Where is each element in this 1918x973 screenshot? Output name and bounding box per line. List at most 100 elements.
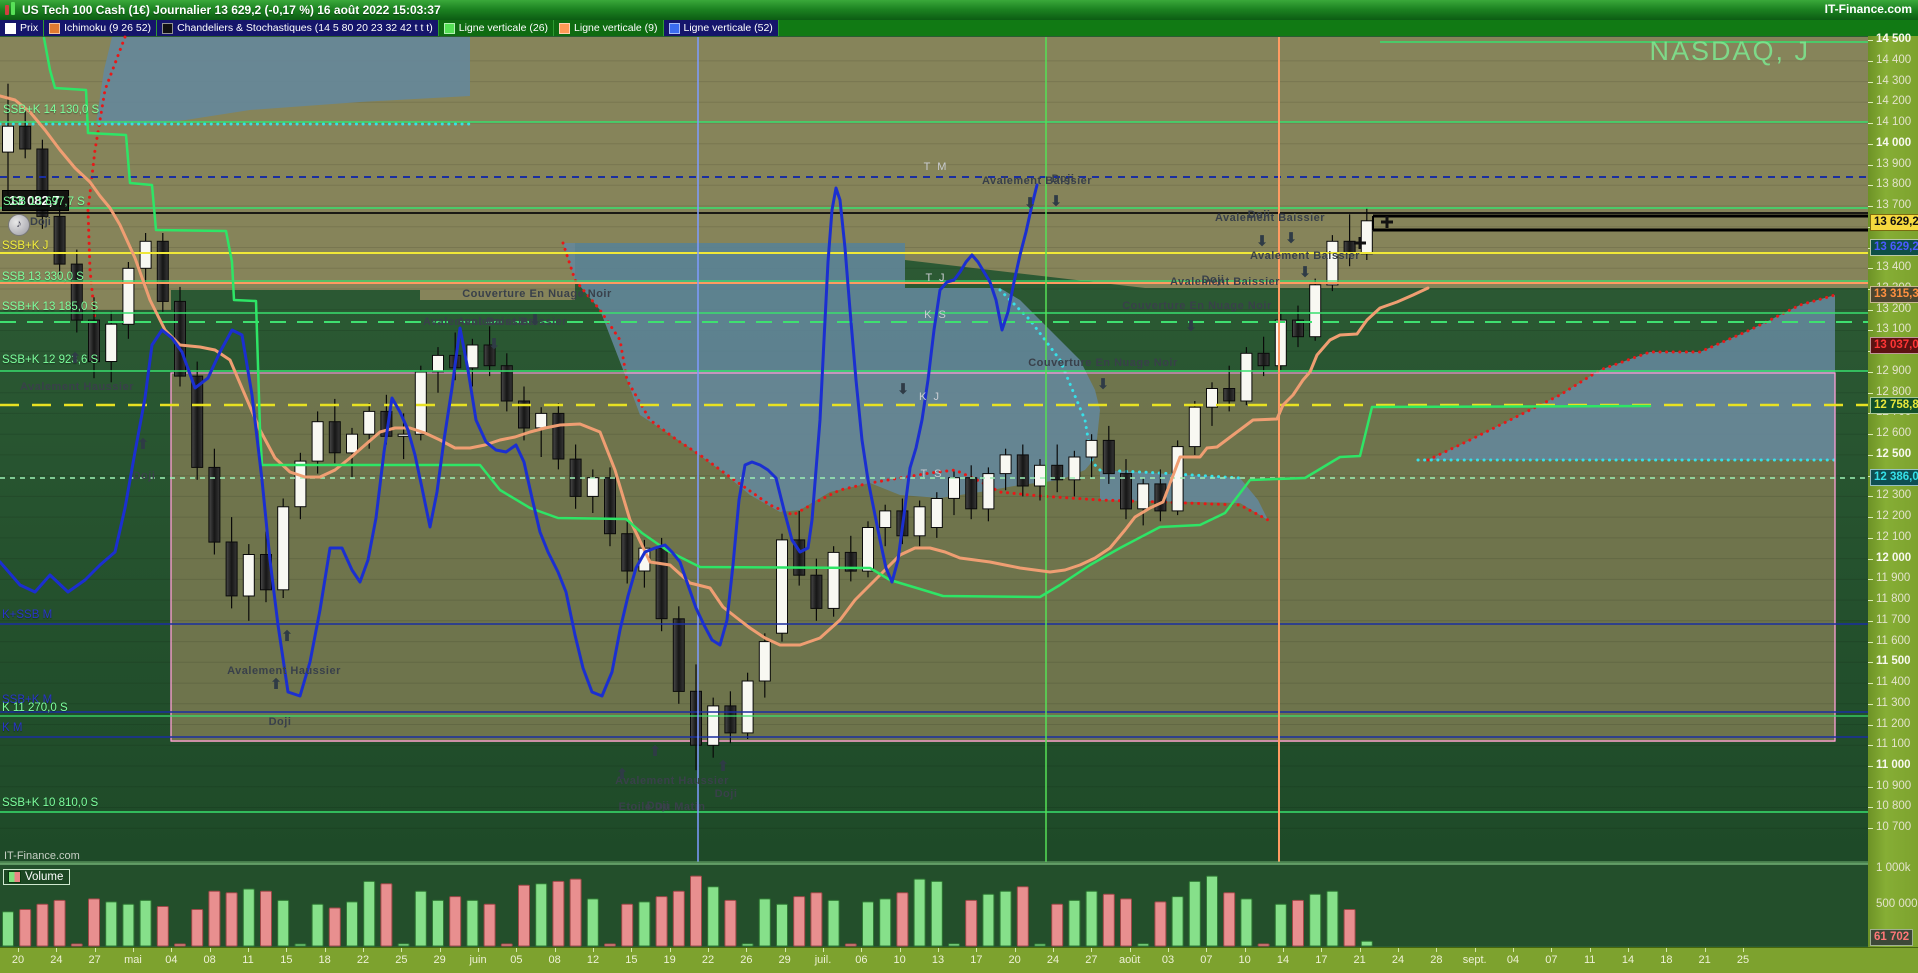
date-tick-label: 27: [88, 954, 101, 966]
pattern-annotation: Doji: [1201, 274, 1225, 286]
date-tick-label: 08: [548, 954, 561, 966]
date-tick: [593, 948, 594, 952]
date-tick: [18, 948, 19, 952]
date-tick: [708, 948, 709, 952]
toolbar-button-label: Ichimoku (9 26 52): [64, 22, 152, 34]
price-tick: [1868, 537, 1873, 539]
price-axis[interactable]: 14 500 14 400 14 300 14 200 14 100 14 000 13 9…: [1868, 33, 1918, 947]
window-title: US Tech 100 Cash (1€) Journalier 13 629,…: [22, 3, 441, 17]
pattern-annotation: Avalement Baissier: [1249, 250, 1361, 262]
toolbar-button-label: Prix: [20, 22, 39, 34]
date-tick: [324, 948, 326, 952]
price-tick-label: 11 800: [1876, 593, 1911, 606]
date-tick-label: 17: [970, 954, 983, 966]
date-tick-label: 24: [1391, 954, 1405, 966]
price-tick: [1868, 434, 1873, 436]
alert-bell-icon[interactable]: ♪: [8, 214, 30, 236]
date-tick: [363, 948, 364, 952]
pattern-annotation: Avalement Haussier: [615, 775, 729, 787]
volume-bars-icon: [8, 871, 21, 883]
up-arrow-icon: ⬆: [280, 627, 294, 645]
price-tick: [1868, 371, 1873, 373]
vline-orange-icon: [559, 22, 571, 34]
down-arrow-icon: ⬇: [1049, 192, 1063, 210]
date-tick-label: 26: [740, 954, 753, 966]
price-tick: [1868, 683, 1873, 685]
level-label: SSB 13 697,7 S: [3, 196, 85, 208]
date-tick: [1628, 948, 1629, 952]
pattern-annotation: Avalement Baissier: [1169, 276, 1281, 288]
date-tick-label: 11: [242, 954, 254, 966]
pattern-annotation: Couverture En Nuage Noir: [1122, 300, 1272, 312]
down-arrow-icon: ⬇: [1255, 232, 1269, 250]
pattern-annotation: T M: [923, 161, 949, 173]
down-arrow-icon: ⬇: [1184, 317, 1198, 335]
date-tick-label: 18: [1660, 954, 1673, 966]
pattern-annotation: T J: [925, 272, 947, 284]
toolbar-button-ichimoku[interactable]: Ichimoku (9 26 52): [44, 20, 158, 36]
chart-canvas[interactable]: NASDAQ, J IT-Finance.com 13 082,7 ♪ Doji…: [0, 0, 1868, 947]
date-tick: [1283, 948, 1284, 952]
up-arrow-icon: ⬆: [716, 757, 730, 775]
date-tick: [1436, 948, 1438, 952]
price-tick: [1868, 807, 1873, 809]
pattern-annotation: Avalement Haussier: [20, 381, 134, 393]
title-bar: US Tech 100 Cash (1€) Journalier 13 629,…: [0, 0, 1918, 20]
date-tick-label: 06: [855, 954, 868, 966]
date-tick-label: 20: [1008, 954, 1021, 966]
date-tick-label: 18: [318, 954, 331, 966]
price-tick: [1868, 143, 1873, 145]
price-tick: [1868, 786, 1873, 788]
price-tick: [1868, 392, 1873, 394]
red-candle-icon: [5, 5, 9, 15]
date-tick: [823, 948, 824, 952]
toolbar-button-vline-green[interactable]: Ligne verticale (26): [438, 20, 555, 36]
level-label: SSB+K 12 923,6 S: [2, 354, 99, 366]
toolbar-button-price[interactable]: Prix: [0, 20, 45, 36]
date-tick-label: 24: [50, 954, 63, 966]
down-arrow-icon: ⬇: [1284, 229, 1298, 247]
date-tick-label: 17: [1315, 954, 1328, 966]
up-arrow-icon: ⬆: [615, 765, 629, 783]
price-tick: [1868, 81, 1873, 83]
price-value-box: 12 386,0: [1870, 469, 1918, 486]
date-tick-label: 03: [1161, 954, 1175, 966]
price-tick: [1868, 40, 1873, 42]
down-arrow-icon: ⬇: [896, 380, 910, 398]
price-tick-label: 10 900: [1876, 779, 1912, 792]
date-tick: [478, 948, 479, 952]
volume-legend-button[interactable]: Volume: [3, 869, 71, 885]
toolbar-button-vline-blue[interactable]: Ligne verticale (52): [663, 20, 779, 36]
price-tick: [1868, 268, 1873, 270]
date-tick: [171, 948, 173, 952]
date-axis[interactable]: 20 24 27 mai 04 08 11 15 18 22 25 29 juin 05 08 12 15 19 2…: [0, 947, 1918, 973]
down-arrow-icon: ⬇: [487, 335, 501, 353]
toolbar-button-vline-orange[interactable]: Ligne verticale (9): [554, 20, 664, 36]
price-tick: [1868, 517, 1873, 519]
price-tick-label: 12 000: [1876, 551, 1912, 564]
date-tick: [1359, 948, 1361, 952]
date-tick-label: 11: [1583, 954, 1596, 966]
down-arrow-icon: ⬇: [1096, 375, 1110, 393]
date-tick-label: 25: [1736, 954, 1750, 966]
date-tick-label: 27: [1085, 954, 1098, 966]
price-tick-label: 14 000: [1876, 136, 1912, 149]
date-tick-label: 12: [586, 954, 600, 966]
toolbar-button-candles-stoch[interactable]: Chandeliers & Stochastiques (14 5 80 20 …: [157, 20, 439, 36]
date-tick-label: 22: [701, 954, 715, 966]
price-tick-label: 11 200: [1876, 717, 1911, 730]
date-tick: [861, 948, 863, 952]
price-tick: [1868, 60, 1873, 62]
app-candle-icon: [4, 2, 16, 18]
date-tick: [938, 948, 939, 952]
price-icon: [5, 22, 16, 34]
date-tick: [1321, 948, 1323, 952]
date-tick-label: 24: [1046, 954, 1060, 966]
pattern-annotation: Couverture En Nuage Noir: [462, 288, 612, 300]
price-tick-label: 11 500: [1876, 655, 1911, 668]
price-tick-label: 13 200: [1876, 302, 1912, 315]
date-tick-label: juil.: [814, 954, 832, 966]
level-label: SSB+K J: [2, 240, 49, 252]
price-chart-svg[interactable]: [0, 0, 1868, 947]
